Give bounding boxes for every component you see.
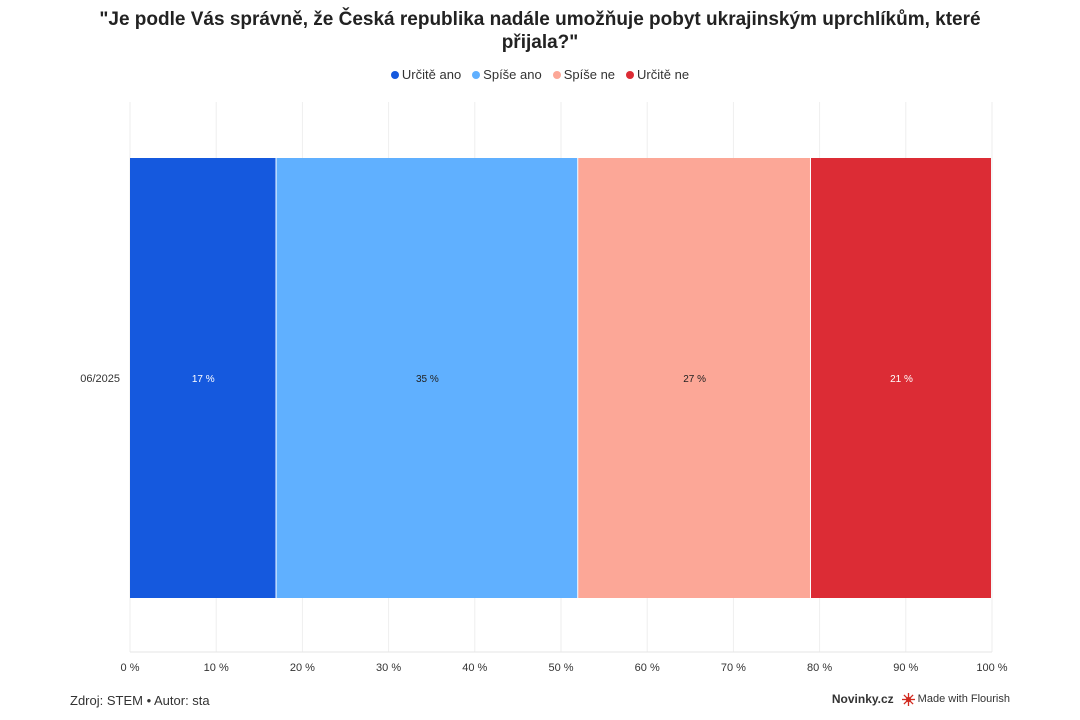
legend-item-spise-ano[interactable]: Spíše ano xyxy=(472,67,542,82)
flourish-credit-label: Made with Flourish xyxy=(917,693,1010,705)
legend: Určitě ano Spíše ano Spíše ne Určitě ne xyxy=(0,67,1080,82)
x-tick-label: 80 % xyxy=(807,662,832,674)
flourish-star-icon xyxy=(901,692,915,706)
source-note: Zdroj: STEM • Autor: sta xyxy=(70,693,210,708)
bar-segment xyxy=(130,158,276,598)
x-tick-label: 0 % xyxy=(121,662,140,674)
data-label: 21 % xyxy=(890,374,913,385)
category-label: 06/2025 xyxy=(80,373,120,385)
data-label: 35 % xyxy=(416,374,439,385)
bar-segment xyxy=(810,158,991,598)
data-label: 27 % xyxy=(683,374,706,385)
x-tick-label: 10 % xyxy=(204,662,229,674)
bar-segment xyxy=(578,158,810,598)
x-tick-label: 100 % xyxy=(976,662,1007,674)
legend-item-urcite-ano[interactable]: Určitě ano xyxy=(390,67,462,82)
flourish-credit[interactable]: Made with Flourish xyxy=(901,692,1010,706)
x-tick-label: 20 % xyxy=(290,662,315,674)
legend-label-spise-ano: Spíše ano xyxy=(483,67,542,82)
x-tick-label: 50 % xyxy=(548,662,573,674)
chart-title: "Je podle Vás správně, že Česká republik… xyxy=(99,9,981,53)
x-tick-label: 90 % xyxy=(893,662,918,674)
branding: Novinky.cz Made with Flourish xyxy=(832,692,1010,706)
legend-label-urcite-ano: Určitě ano xyxy=(401,67,462,82)
x-tick-label: 70 % xyxy=(721,662,746,674)
legend-label-spise-ne: Spíše ne xyxy=(563,67,616,82)
data-label: 17 % xyxy=(192,374,215,385)
bar-segment xyxy=(276,158,578,598)
x-tick-label: 40 % xyxy=(462,662,487,674)
x-tick-label: 60 % xyxy=(635,662,660,674)
legend-label-urcite-ne: Určitě ne xyxy=(637,67,690,82)
brand-logo[interactable]: Novinky.cz xyxy=(831,692,894,706)
legend-item-spise-ne[interactable]: Spíše ne xyxy=(552,67,616,82)
legend-item-urcite-ne[interactable]: Určitě ne xyxy=(626,67,689,82)
legend-swatch-spise-ne xyxy=(552,70,561,79)
legend-swatch-spise-ano xyxy=(472,70,481,79)
legend-swatch-urcite-ne xyxy=(626,70,635,79)
legend-swatch-urcite-ano xyxy=(390,70,399,79)
x-tick-label: 30 % xyxy=(376,662,401,674)
